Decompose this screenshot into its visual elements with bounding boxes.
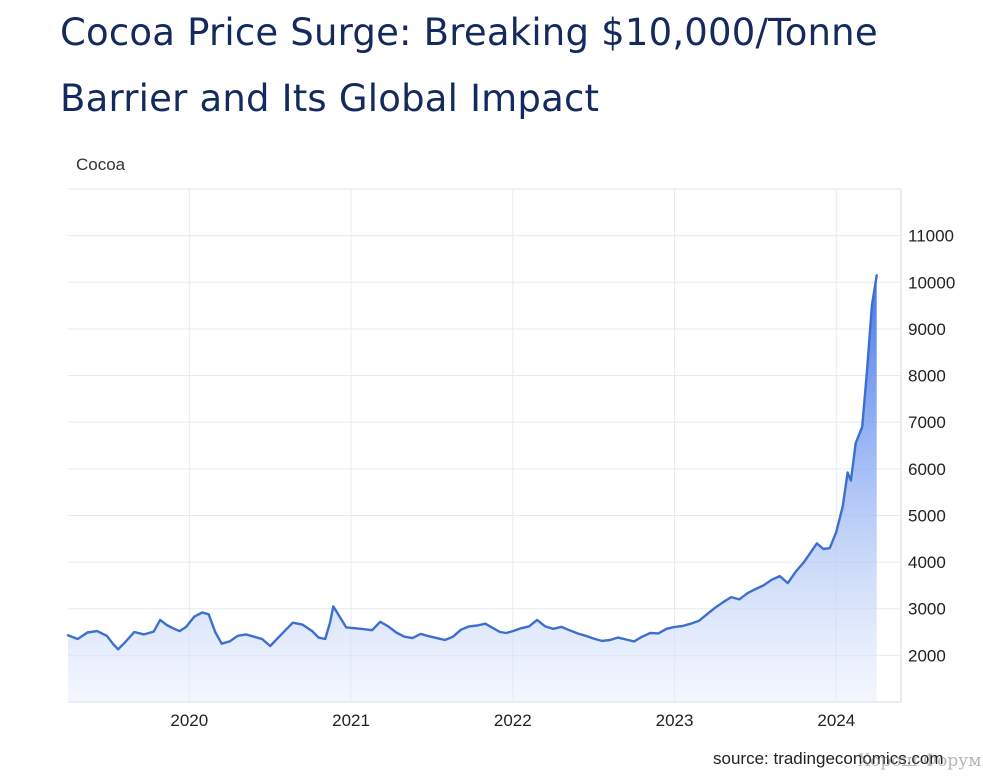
x-tick-label-2024: 2024 xyxy=(817,711,855,730)
x-tick-label-2022: 2022 xyxy=(494,711,532,730)
x-tick-label-2020: 2020 xyxy=(170,711,208,730)
y-tick-label-11000: 11000 xyxy=(908,227,954,246)
series-area-0 xyxy=(68,275,877,702)
y-tick-label-8000: 8000 xyxy=(908,367,946,386)
x-tick-label-2023: 2023 xyxy=(656,711,694,730)
article-title: Cocoa Price Surge: Breaking $10,000/Tonn… xyxy=(60,0,960,132)
y-tick-label-10000: 10000 xyxy=(908,273,955,292)
y-tick-label-4000: 4000 xyxy=(908,553,946,572)
y-tick-label-9000: 9000 xyxy=(908,320,946,339)
watermark: Хорош-Форум xyxy=(858,751,982,771)
y-tick-label-6000: 6000 xyxy=(908,460,946,479)
x-tick-label-2021: 2021 xyxy=(332,711,370,730)
source-credit: source: tradingeconomics.com xyxy=(713,749,944,768)
y-tick-label-2000: 2000 xyxy=(908,646,946,665)
chart-title: Cocoa xyxy=(76,155,126,174)
title-line-1: Cocoa Price Surge: Breaking $10,000/Tonn… xyxy=(60,11,878,54)
series-line-0 xyxy=(66,274,878,651)
y-tick-label-5000: 5000 xyxy=(908,506,946,525)
y-tick-label-7000: 7000 xyxy=(908,413,946,432)
y-tick-label-3000: 3000 xyxy=(908,600,946,619)
title-line-2: Barrier and Its Global Impact xyxy=(60,77,600,120)
